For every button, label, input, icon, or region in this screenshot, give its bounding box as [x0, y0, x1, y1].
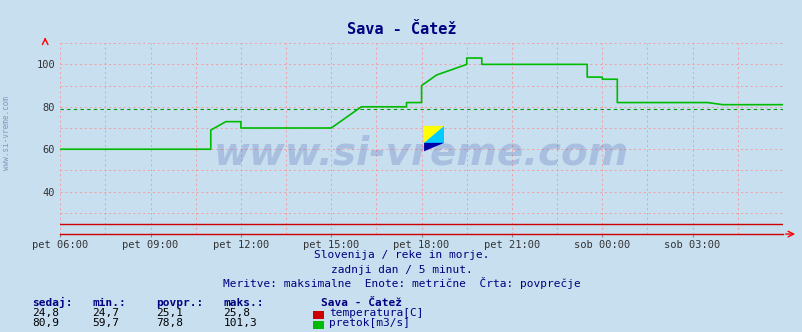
Text: www.si-vreme.com: www.si-vreme.com — [2, 96, 11, 170]
Text: 59,7: 59,7 — [92, 318, 119, 328]
Text: 24,7: 24,7 — [92, 308, 119, 318]
Text: sedaj:: sedaj: — [32, 297, 72, 308]
Text: 25,8: 25,8 — [223, 308, 250, 318]
Text: 101,3: 101,3 — [223, 318, 257, 328]
Text: povpr.:: povpr.: — [156, 298, 204, 308]
Text: 80,9: 80,9 — [32, 318, 59, 328]
Text: maks.:: maks.: — [223, 298, 263, 308]
Text: 25,1: 25,1 — [156, 308, 184, 318]
Text: temperatura[C]: temperatura[C] — [329, 308, 423, 318]
Polygon shape — [423, 143, 444, 151]
Polygon shape — [423, 126, 444, 143]
Text: Slovenija / reke in morje.: Slovenija / reke in morje. — [314, 250, 488, 260]
Text: 24,8: 24,8 — [32, 308, 59, 318]
Text: pretok[m3/s]: pretok[m3/s] — [329, 318, 410, 328]
Text: www.si-vreme.com: www.si-vreme.com — [213, 135, 629, 173]
Text: min.:: min.: — [92, 298, 126, 308]
Polygon shape — [423, 126, 444, 143]
Text: zadnji dan / 5 minut.: zadnji dan / 5 minut. — [330, 265, 472, 275]
Text: Sava - Čatež: Sava - Čatež — [321, 298, 402, 308]
Text: Meritve: maksimalne  Enote: metrične  Črta: povprečje: Meritve: maksimalne Enote: metrične Črta… — [222, 277, 580, 289]
Text: Sava - Čatež: Sava - Čatež — [346, 22, 456, 37]
Text: 78,8: 78,8 — [156, 318, 184, 328]
